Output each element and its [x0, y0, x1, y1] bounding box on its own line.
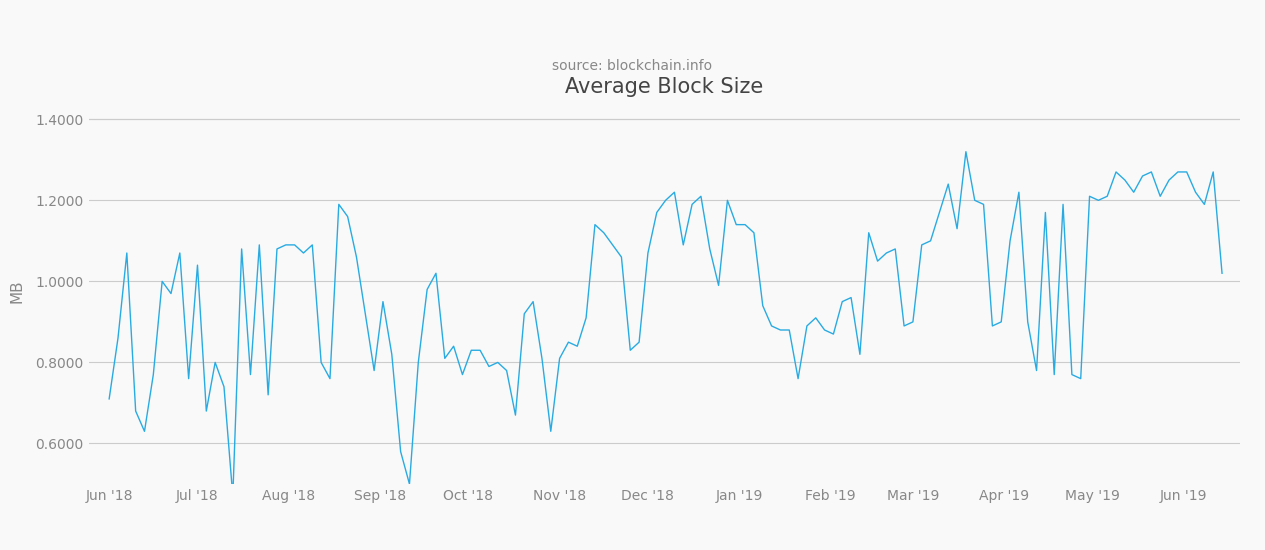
- Y-axis label: MB: MB: [9, 280, 24, 303]
- Title: Average Block Size: Average Block Size: [565, 78, 763, 97]
- Text: source: blockchain.info: source: blockchain.info: [553, 59, 712, 73]
